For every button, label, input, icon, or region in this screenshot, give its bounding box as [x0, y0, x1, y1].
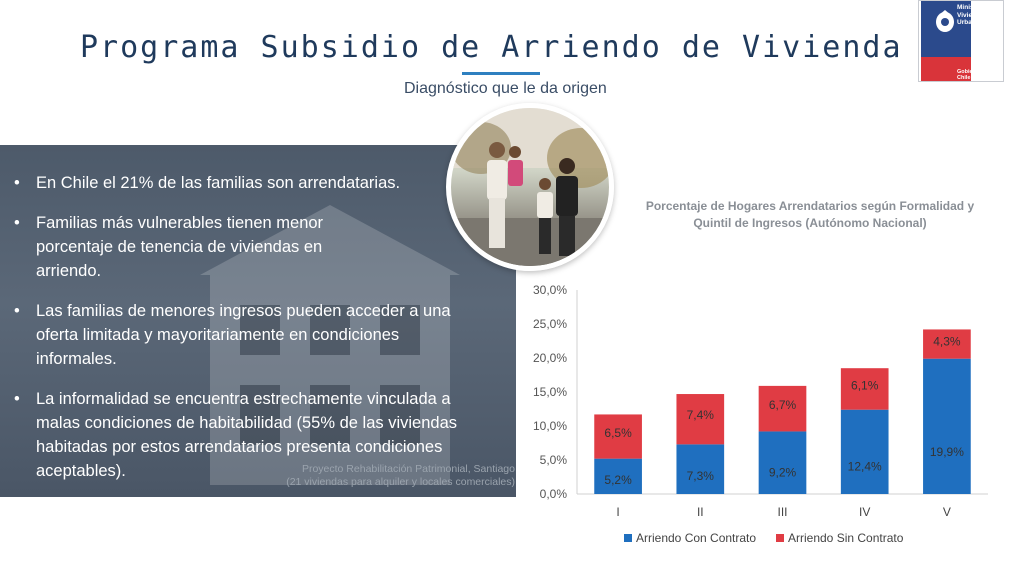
legend-label: Arriendo Sin Contrato: [788, 531, 904, 545]
legend-swatch: [776, 534, 784, 542]
x-tick-label: IV: [859, 505, 870, 519]
chart-title: Porcentaje de Hogares Arrendatarios segú…: [645, 199, 975, 230]
data-label: 6,7%: [769, 398, 797, 412]
y-tick-label: 20,0%: [533, 351, 567, 365]
bar-segment: [676, 394, 725, 445]
x-tick-label: I: [616, 505, 619, 519]
photo-caption: Proyecto Rehabilitación Patrimonial, San…: [270, 463, 515, 489]
bar-segment: [594, 458, 642, 494]
bar-segment: [840, 409, 889, 494]
x-tick-label: II: [697, 505, 704, 519]
bar-segment: [923, 358, 971, 494]
logo-government-text: Gobierno de Chile: [957, 69, 990, 81]
family-photo: [446, 103, 614, 271]
bar-segment: [840, 368, 889, 410]
logo-ministry-text: Ministerio de Vivienda y Urbanismo: [957, 4, 998, 26]
x-tick-label: III: [777, 505, 787, 519]
chart-bars: 5,2% 6,5% 7,3% 7,4% 9,2% 6,7% 12,4% 6,1% 19,9% 4,…: [594, 329, 971, 494]
data-label: 12,4%: [848, 459, 882, 473]
page-subtitle: Diagnóstico que le da origen: [404, 80, 607, 97]
data-label: 7,3%: [687, 469, 715, 483]
data-label: 19,9%: [930, 445, 964, 459]
info-panel: En Chile el 21% de las familias son arre…: [0, 145, 516, 497]
bullet-item: En Chile el 21% de las familias son arre…: [12, 171, 492, 195]
data-label: 6,1%: [851, 379, 879, 393]
data-label: 6,5%: [604, 426, 632, 440]
legend-swatch: [624, 534, 632, 542]
bar-segment: [676, 444, 725, 494]
chart-legend: Arriendo Con Contrato Arriendo Sin Contra…: [624, 531, 904, 545]
bar-segment: [758, 385, 807, 432]
ministry-logo: Ministerio de Vivienda y Urbanismo Gobie…: [918, 0, 1004, 82]
y-tick-label: 10,0%: [533, 419, 567, 433]
y-axis-tick-labels: 0,0% 5,0% 10,0% 15,0% 20,0% 25,0% 30,0%: [533, 283, 567, 501]
y-tick-label: 25,0%: [533, 317, 567, 331]
y-tick-label: 15,0%: [533, 385, 567, 399]
y-tick-label: 30,0%: [533, 283, 567, 297]
page-title: Programa Subsidio de Arriendo de Viviend…: [80, 30, 903, 65]
bullet-list: En Chile el 21% de las familias son arre…: [12, 171, 492, 497]
bullet-item: Las familias de menores ingresos pueden …: [12, 299, 462, 371]
photo-caption-line: Proyecto Rehabilitación Patrimonial, San…: [301, 463, 515, 475]
photo-caption-line: (21 viviendas para alquiler y locales co…: [286, 476, 515, 488]
logo-red-block: [921, 57, 971, 81]
y-tick-label: 0,0%: [540, 487, 568, 501]
stacked-bar-chart: 0,0% 5,0% 10,0% 15,0% 20,0% 25,0% 30,0% 5,2% 6,…: [533, 283, 988, 545]
bar-segment: [923, 329, 971, 359]
legend-label: Arriendo Con Contrato: [636, 531, 756, 545]
family-photo-image: [451, 108, 609, 266]
title-underline: [462, 72, 540, 75]
y-tick-label: 5,0%: [540, 453, 568, 467]
data-label: 9,2%: [769, 465, 797, 479]
data-label: 7,4%: [687, 408, 715, 422]
bullet-item: La informalidad se encuentra estrechamen…: [12, 387, 492, 483]
bar-segment: [758, 431, 807, 494]
bar-segment: [594, 414, 642, 459]
data-label: 5,2%: [604, 473, 632, 487]
x-axis-tick-labels: I II III IV V: [616, 505, 950, 519]
x-tick-label: V: [943, 505, 951, 519]
coat-of-arms-icon: [936, 10, 954, 32]
data-label: 4,3%: [933, 335, 961, 349]
bullet-item: Familias más vulnerables tienen menor po…: [12, 211, 372, 283]
